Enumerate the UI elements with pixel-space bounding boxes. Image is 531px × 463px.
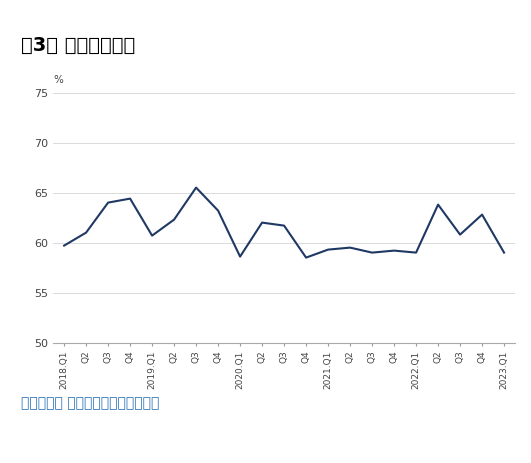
Text: 图3： 物价预期指数: 图3： 物价预期指数 (21, 36, 135, 56)
Text: 数据来源： 中国人民銀行调查统计司: 数据来源： 中国人民銀行调查统计司 (21, 396, 160, 410)
Text: %: % (53, 75, 63, 85)
